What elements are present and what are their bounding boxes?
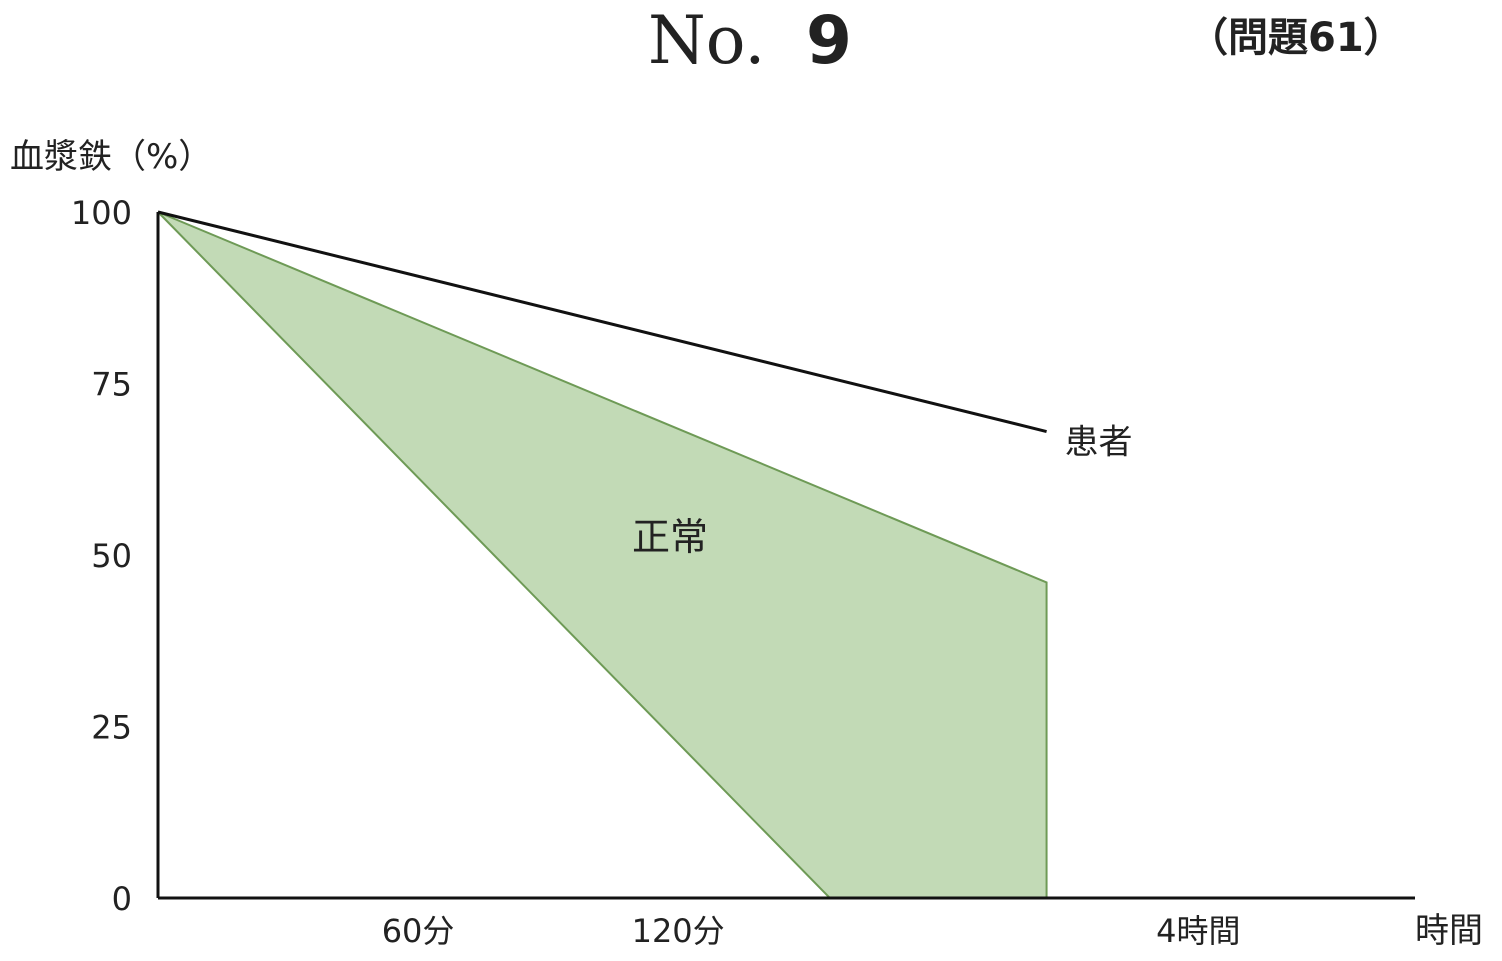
figure-number-value: 9 [806,2,852,79]
y-tick-label: 50 [91,537,132,575]
patient-series-label: 患者 [1065,423,1133,463]
figure-number-label: No. [648,2,766,79]
x-tick-label: 4時間 [1156,912,1240,950]
x-tick-label: 120分 [632,912,725,950]
x-tick-label: 60分 [382,912,455,950]
y-tick-label: 0 [112,880,132,918]
x-axis-title: 時間 [1415,911,1483,951]
y-tick-label: 100 [71,194,132,232]
y-axis-title: 血漿鉄（%） [10,137,212,177]
question-reference: （問題61） [1188,15,1404,61]
normal-range-band [157,211,1048,899]
y-tick-label: 25 [91,709,132,747]
y-tick-label: 75 [91,366,132,404]
normal-series-label: 正常 [632,515,708,559]
patient-line [157,210,1047,433]
